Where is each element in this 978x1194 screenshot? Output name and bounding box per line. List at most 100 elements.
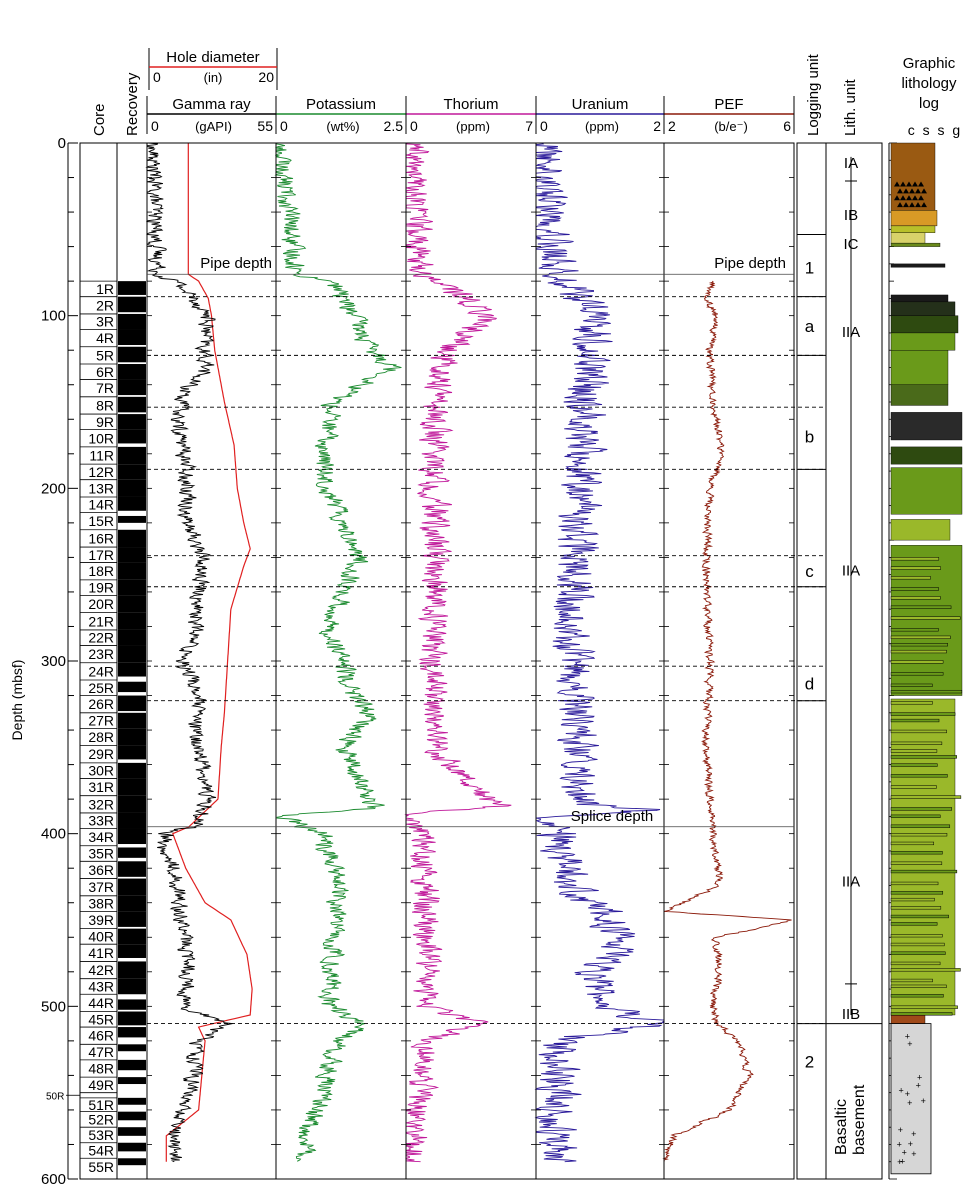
core-label: 17R (88, 547, 114, 563)
core-label: 1R (96, 281, 114, 297)
core-label: 20R (88, 596, 114, 612)
lithology-thin-bed (890, 814, 941, 818)
core-label: 46R (88, 1028, 114, 1044)
curve-gamma-ray (145, 142, 233, 1163)
core-label: 52R (88, 1111, 114, 1127)
splice-depth-label: Splice depth (571, 808, 654, 825)
core-label: 50R (46, 1091, 64, 1102)
lith-unit-header: Lith. unit (842, 78, 859, 136)
recovery-bar (118, 396, 146, 413)
recovery-bar (118, 281, 146, 295)
recovery-bar (118, 828, 146, 845)
lithology-thin-bed (890, 897, 935, 902)
basalt-symbol: + (907, 1039, 912, 1049)
lithology-thin-bed (890, 881, 939, 886)
lithology-thin-bed (890, 712, 956, 716)
lithology-bed (890, 350, 949, 385)
core-label: 28R (88, 729, 114, 745)
lithology-bed (890, 519, 951, 541)
curve-uranium (534, 142, 665, 1163)
logging-unit-header: Logging unit (805, 53, 822, 136)
recovery-bar (118, 464, 146, 480)
lithology-thin-bed (890, 596, 941, 600)
recovery-bar (118, 446, 146, 465)
lithology-thin-bed (890, 951, 946, 955)
lith-unit-column (825, 142, 883, 1180)
graphic-log-title: lithology (901, 75, 957, 92)
logging-unit-label: 1 (805, 258, 814, 277)
lithology-thin-bed (890, 824, 951, 828)
lith-unit-label: IIB (842, 1006, 860, 1023)
breccia-triangle (909, 202, 915, 208)
depth-tick-label: 500 (41, 998, 66, 1015)
lithology-bed (890, 545, 963, 696)
lithology-bed (890, 294, 949, 303)
recovery-bar (118, 681, 146, 693)
lithology-thin-bed (890, 605, 952, 609)
core-label: 21R (88, 613, 114, 629)
recovery-bar (118, 878, 146, 896)
core-header: Core (91, 103, 108, 136)
recovery-bar (118, 612, 146, 630)
curve-potassium (274, 143, 402, 1162)
basalt-symbol: + (902, 1147, 907, 1157)
basalt-symbol: + (897, 1157, 902, 1167)
graphic-log-title: log (919, 95, 939, 112)
track-min: 0 (540, 118, 548, 134)
breccia-triangle (894, 195, 900, 201)
core-label: 35R (88, 846, 114, 862)
core-label: 12R (88, 464, 114, 480)
track-title: Thorium (443, 96, 498, 113)
core-label: 48R (88, 1060, 114, 1076)
core-label: 55R (88, 1159, 114, 1175)
core-label: 3R (96, 314, 114, 330)
recovery-bar (118, 629, 146, 646)
track-unit: (ppm) (585, 119, 619, 134)
core-label: 42R (88, 962, 114, 978)
recovery-bar (118, 1077, 146, 1085)
core-label: 4R (96, 330, 114, 346)
recovery-bar (118, 978, 146, 995)
breccia-triangle (909, 188, 915, 194)
lithology-thin-bed (890, 749, 938, 753)
lithology-thin-bed (890, 660, 944, 664)
depth-tick-label: 400 (41, 826, 66, 843)
pipe-depth-label-right: Pipe depth (714, 255, 786, 272)
core-label: 47R (88, 1044, 114, 1060)
breccia-triangle (897, 202, 903, 208)
track-unit: (wt%) (326, 119, 359, 134)
breccia-triangle (906, 181, 912, 187)
basement-label-2: basement (851, 1084, 868, 1155)
lithology-thin-bed (890, 643, 948, 647)
core-label: 30R (88, 763, 114, 779)
breccia-triangle (921, 188, 927, 194)
core-label: 36R (88, 862, 114, 878)
lithology-thin-bed (890, 763, 938, 767)
recovery-bar (118, 745, 146, 760)
core-label: 13R (88, 480, 114, 496)
lithology-thin-bed (890, 701, 933, 705)
recovery-bar (118, 928, 146, 945)
core-label: 38R (88, 896, 114, 912)
recovery-bar (118, 1059, 146, 1071)
recovery-bar (118, 496, 146, 511)
lith-unit-label: IIA (842, 562, 860, 579)
core-label: 25R (88, 680, 114, 696)
recovery-header: Recovery (124, 72, 141, 136)
recovery-bar (118, 999, 146, 1010)
core-label: 29R (88, 746, 114, 762)
recovery-bar (118, 1044, 146, 1052)
core-label: 10R (88, 430, 114, 446)
track-max: 7 (525, 118, 533, 134)
pipe-depth-label-left: Pipe depth (200, 255, 272, 272)
lithology-bed (890, 263, 946, 268)
hole-diameter-unit: (in) (204, 70, 223, 85)
track-title: Uranium (572, 96, 629, 113)
track-unit: (b/e⁻) (714, 119, 748, 134)
breccia-triangle (912, 181, 918, 187)
core-label: 15R (88, 513, 114, 529)
recovery-bar (118, 812, 146, 829)
breccia-triangle (903, 202, 909, 208)
core-label: 40R (88, 928, 114, 944)
recovery-bar (118, 895, 146, 912)
